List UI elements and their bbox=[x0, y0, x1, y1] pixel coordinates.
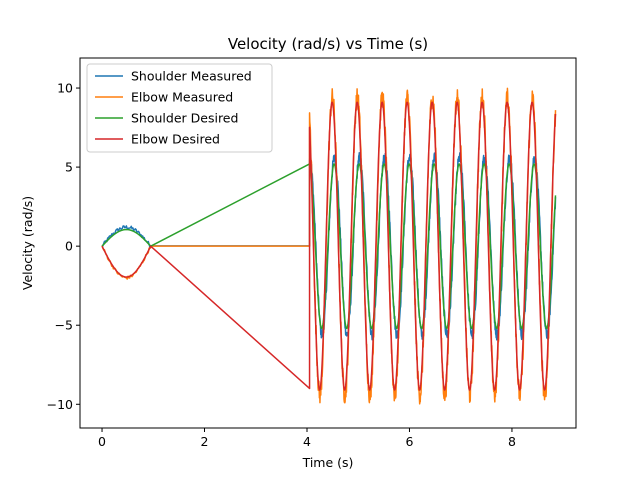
legend-label: Shoulder Measured bbox=[131, 69, 252, 84]
x-tick-label: 4 bbox=[303, 434, 311, 449]
plot-lines bbox=[101, 87, 557, 405]
series-line-elbow-desired bbox=[101, 101, 557, 391]
x-tick-label: 8 bbox=[508, 434, 516, 449]
legend: Shoulder Measured Elbow Measured Shoulder … bbox=[86, 63, 273, 153]
chart-title: Velocity (rad/s) vs Time (s) bbox=[228, 35, 428, 53]
legend-label: Shoulder Desired bbox=[131, 111, 238, 126]
y-axis-label: Velocity (rad/s) bbox=[20, 196, 35, 290]
y-tick-label: 5 bbox=[65, 160, 73, 175]
x-axis: 0 2 4 6 8 bbox=[98, 428, 516, 449]
y-tick-label: −5 bbox=[55, 318, 73, 333]
legend-label: Elbow Desired bbox=[131, 132, 220, 147]
legend-box bbox=[86, 63, 273, 153]
x-tick-label: 2 bbox=[201, 434, 209, 449]
y-tick-label: −10 bbox=[47, 397, 73, 412]
x-tick-label: 0 bbox=[98, 434, 106, 449]
y-tick-label: 10 bbox=[57, 81, 73, 96]
y-tick-label: 0 bbox=[65, 239, 73, 254]
x-axis-label: Time (s) bbox=[302, 455, 354, 470]
x-tick-label: 6 bbox=[405, 434, 413, 449]
y-axis: −10 −5 0 5 10 bbox=[47, 81, 80, 412]
legend-label: Elbow Measured bbox=[131, 90, 233, 105]
plot-frame bbox=[79, 57, 577, 429]
